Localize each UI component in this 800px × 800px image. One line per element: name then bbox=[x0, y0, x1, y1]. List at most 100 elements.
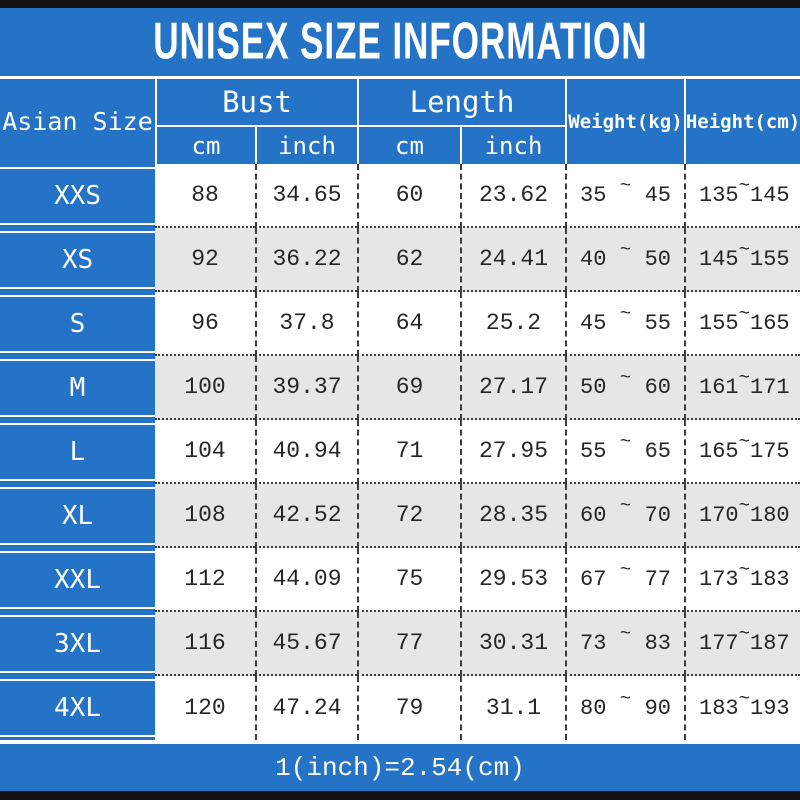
bust-cm-value: 116 bbox=[155, 612, 255, 676]
weight-range: 80 ~90 bbox=[565, 676, 684, 740]
table-header: Asian Size Bust Length Weight(kg) Height… bbox=[0, 79, 800, 164]
bust-cm-value: 96 bbox=[155, 292, 255, 356]
height-max-value: 183 bbox=[750, 566, 790, 592]
length-inch-value: 25.2 bbox=[460, 292, 565, 356]
tilde-mark: ~ bbox=[738, 367, 751, 389]
tilde-mark: ~ bbox=[738, 303, 751, 325]
header-length-inch: inch bbox=[460, 125, 565, 164]
weight-min-value: 67 bbox=[580, 566, 607, 592]
length-cm-value: 62 bbox=[357, 228, 460, 292]
bust-cm-value: 120 bbox=[184, 695, 226, 721]
tilde-mark: ~ bbox=[738, 623, 751, 645]
table-row: M 100 39.37 69 27.17 50 ~60 161 ~171 bbox=[0, 356, 800, 420]
height-range: 173 ~183 bbox=[684, 548, 800, 612]
weight-range: 45 ~55 bbox=[565, 292, 684, 356]
weight-min-value: 50 bbox=[580, 374, 607, 400]
length-inch-value: 24.41 bbox=[460, 228, 565, 292]
size-label: S bbox=[0, 292, 155, 356]
weight-max-value: 70 bbox=[644, 502, 671, 528]
weight-max-value: 50 bbox=[644, 246, 671, 272]
size-label: 3XL bbox=[0, 612, 155, 676]
header-length: Length bbox=[357, 79, 565, 125]
height-min-value: 170 bbox=[699, 502, 739, 528]
length-inch-value: 27.17 bbox=[460, 356, 565, 420]
length-cm-value: 77 bbox=[357, 612, 460, 676]
bust-inch-value: 47.24 bbox=[255, 676, 357, 740]
weight-min-value: 60 bbox=[580, 502, 607, 528]
title-band: UNISEX SIZE INFORMATION bbox=[0, 8, 800, 76]
title-separator bbox=[0, 76, 800, 79]
height-min-value: 177 bbox=[699, 630, 739, 656]
table-row: XXL 112 44.09 75 29.53 67 ~77 173 ~183 bbox=[0, 548, 800, 612]
table-row: XS 92 36.22 62 24.41 40 ~50 145 ~155 bbox=[0, 228, 800, 292]
conversion-note: 1(inch)=2.54(cm) bbox=[275, 752, 525, 783]
height-max-value: 155 bbox=[750, 246, 790, 272]
tilde-mark: ~ bbox=[619, 303, 632, 325]
length-cm-value: 75 bbox=[357, 548, 460, 612]
size-label: XXL bbox=[0, 548, 155, 612]
weight-max-value: 60 bbox=[644, 374, 671, 400]
weight-range: 50 ~60 bbox=[565, 356, 684, 420]
tilde-mark: ~ bbox=[738, 175, 751, 197]
top-border-bar bbox=[0, 0, 800, 8]
tilde-mark: ~ bbox=[619, 559, 632, 581]
length-cm-value: 64 bbox=[357, 292, 460, 356]
header-weight: Weight(kg) bbox=[565, 79, 684, 164]
page-title: UNISEX SIZE INFORMATION bbox=[152, 12, 648, 71]
height-range: 165 ~175 bbox=[684, 420, 800, 484]
size-label: 4XL bbox=[0, 676, 155, 740]
tilde-mark: ~ bbox=[619, 495, 632, 517]
height-min-value: 183 bbox=[699, 695, 739, 721]
tilde-mark: ~ bbox=[619, 367, 632, 389]
height-max-value: 165 bbox=[750, 310, 790, 336]
height-max-value: 180 bbox=[750, 502, 790, 528]
header-asian-size: Asian Size bbox=[2, 107, 153, 136]
tilde-mark: ~ bbox=[619, 688, 632, 710]
bust-cm-value: 112 bbox=[155, 548, 255, 612]
weight-range: 67 ~77 bbox=[565, 548, 684, 612]
size-label: XS bbox=[0, 228, 155, 292]
length-inch-value: 23.62 bbox=[460, 164, 565, 228]
height-range: 145 ~155 bbox=[684, 228, 800, 292]
height-min-value: 135 bbox=[699, 182, 739, 208]
height-range: 161 ~171 bbox=[684, 356, 800, 420]
size-label: XL bbox=[0, 484, 155, 548]
bust-inch-value: 44.09 bbox=[255, 548, 357, 612]
header-bust-inch: inch bbox=[255, 125, 357, 164]
header-length-cm: cm bbox=[357, 125, 460, 164]
weight-range: 40 ~50 bbox=[565, 228, 684, 292]
length-cm-value: 71 bbox=[357, 420, 460, 484]
height-max-value: 171 bbox=[750, 374, 790, 400]
bust-cm-value: 104 bbox=[155, 420, 255, 484]
bust-inch-value: 36.22 bbox=[255, 228, 357, 292]
weight-max-value: 65 bbox=[644, 438, 671, 464]
bust-inch-value: 34.65 bbox=[255, 164, 357, 228]
height-max-value: 175 bbox=[750, 438, 790, 464]
length-inch-value: 31.1 bbox=[460, 676, 565, 740]
tilde-mark: ~ bbox=[738, 688, 751, 710]
table-row: S 96 37.8 64 25.2 45 ~55 155 ~165 bbox=[0, 292, 800, 356]
weight-max-value: 77 bbox=[644, 566, 671, 592]
height-min-value: 145 bbox=[699, 246, 739, 272]
table-body: XXS 88 34.65 60 23.62 35 ~45 135 ~145 XS 92 36.22 62… bbox=[0, 164, 800, 740]
bust-inch-value: 40.94 bbox=[255, 420, 357, 484]
weight-min-value: 35 bbox=[580, 182, 607, 208]
footer-band: 1(inch)=2.54(cm) bbox=[0, 744, 800, 791]
bust-inch-value: 37.8 bbox=[255, 292, 357, 356]
weight-range: 73 ~83 bbox=[565, 612, 684, 676]
height-max-value: 193 bbox=[750, 695, 790, 721]
size-label: M bbox=[0, 356, 155, 420]
weight-max-value: 45 bbox=[644, 182, 671, 208]
weight-min-value: 40 bbox=[580, 246, 607, 272]
bust-inch-value: 45.67 bbox=[255, 612, 357, 676]
tilde-mark: ~ bbox=[619, 623, 632, 645]
size-label: L bbox=[0, 420, 155, 484]
weight-range: 55 ~65 bbox=[565, 420, 684, 484]
bust-inch-value: 39.37 bbox=[255, 356, 357, 420]
height-range: 170 ~180 bbox=[684, 484, 800, 548]
tilde-mark: ~ bbox=[738, 495, 751, 517]
table-row: L 104 40.94 71 27.95 55 ~65 165 ~175 bbox=[0, 420, 800, 484]
weight-max-value: 90 bbox=[644, 695, 671, 721]
weight-min-value: 80 bbox=[580, 695, 607, 721]
height-range: 135 ~145 bbox=[684, 164, 800, 228]
